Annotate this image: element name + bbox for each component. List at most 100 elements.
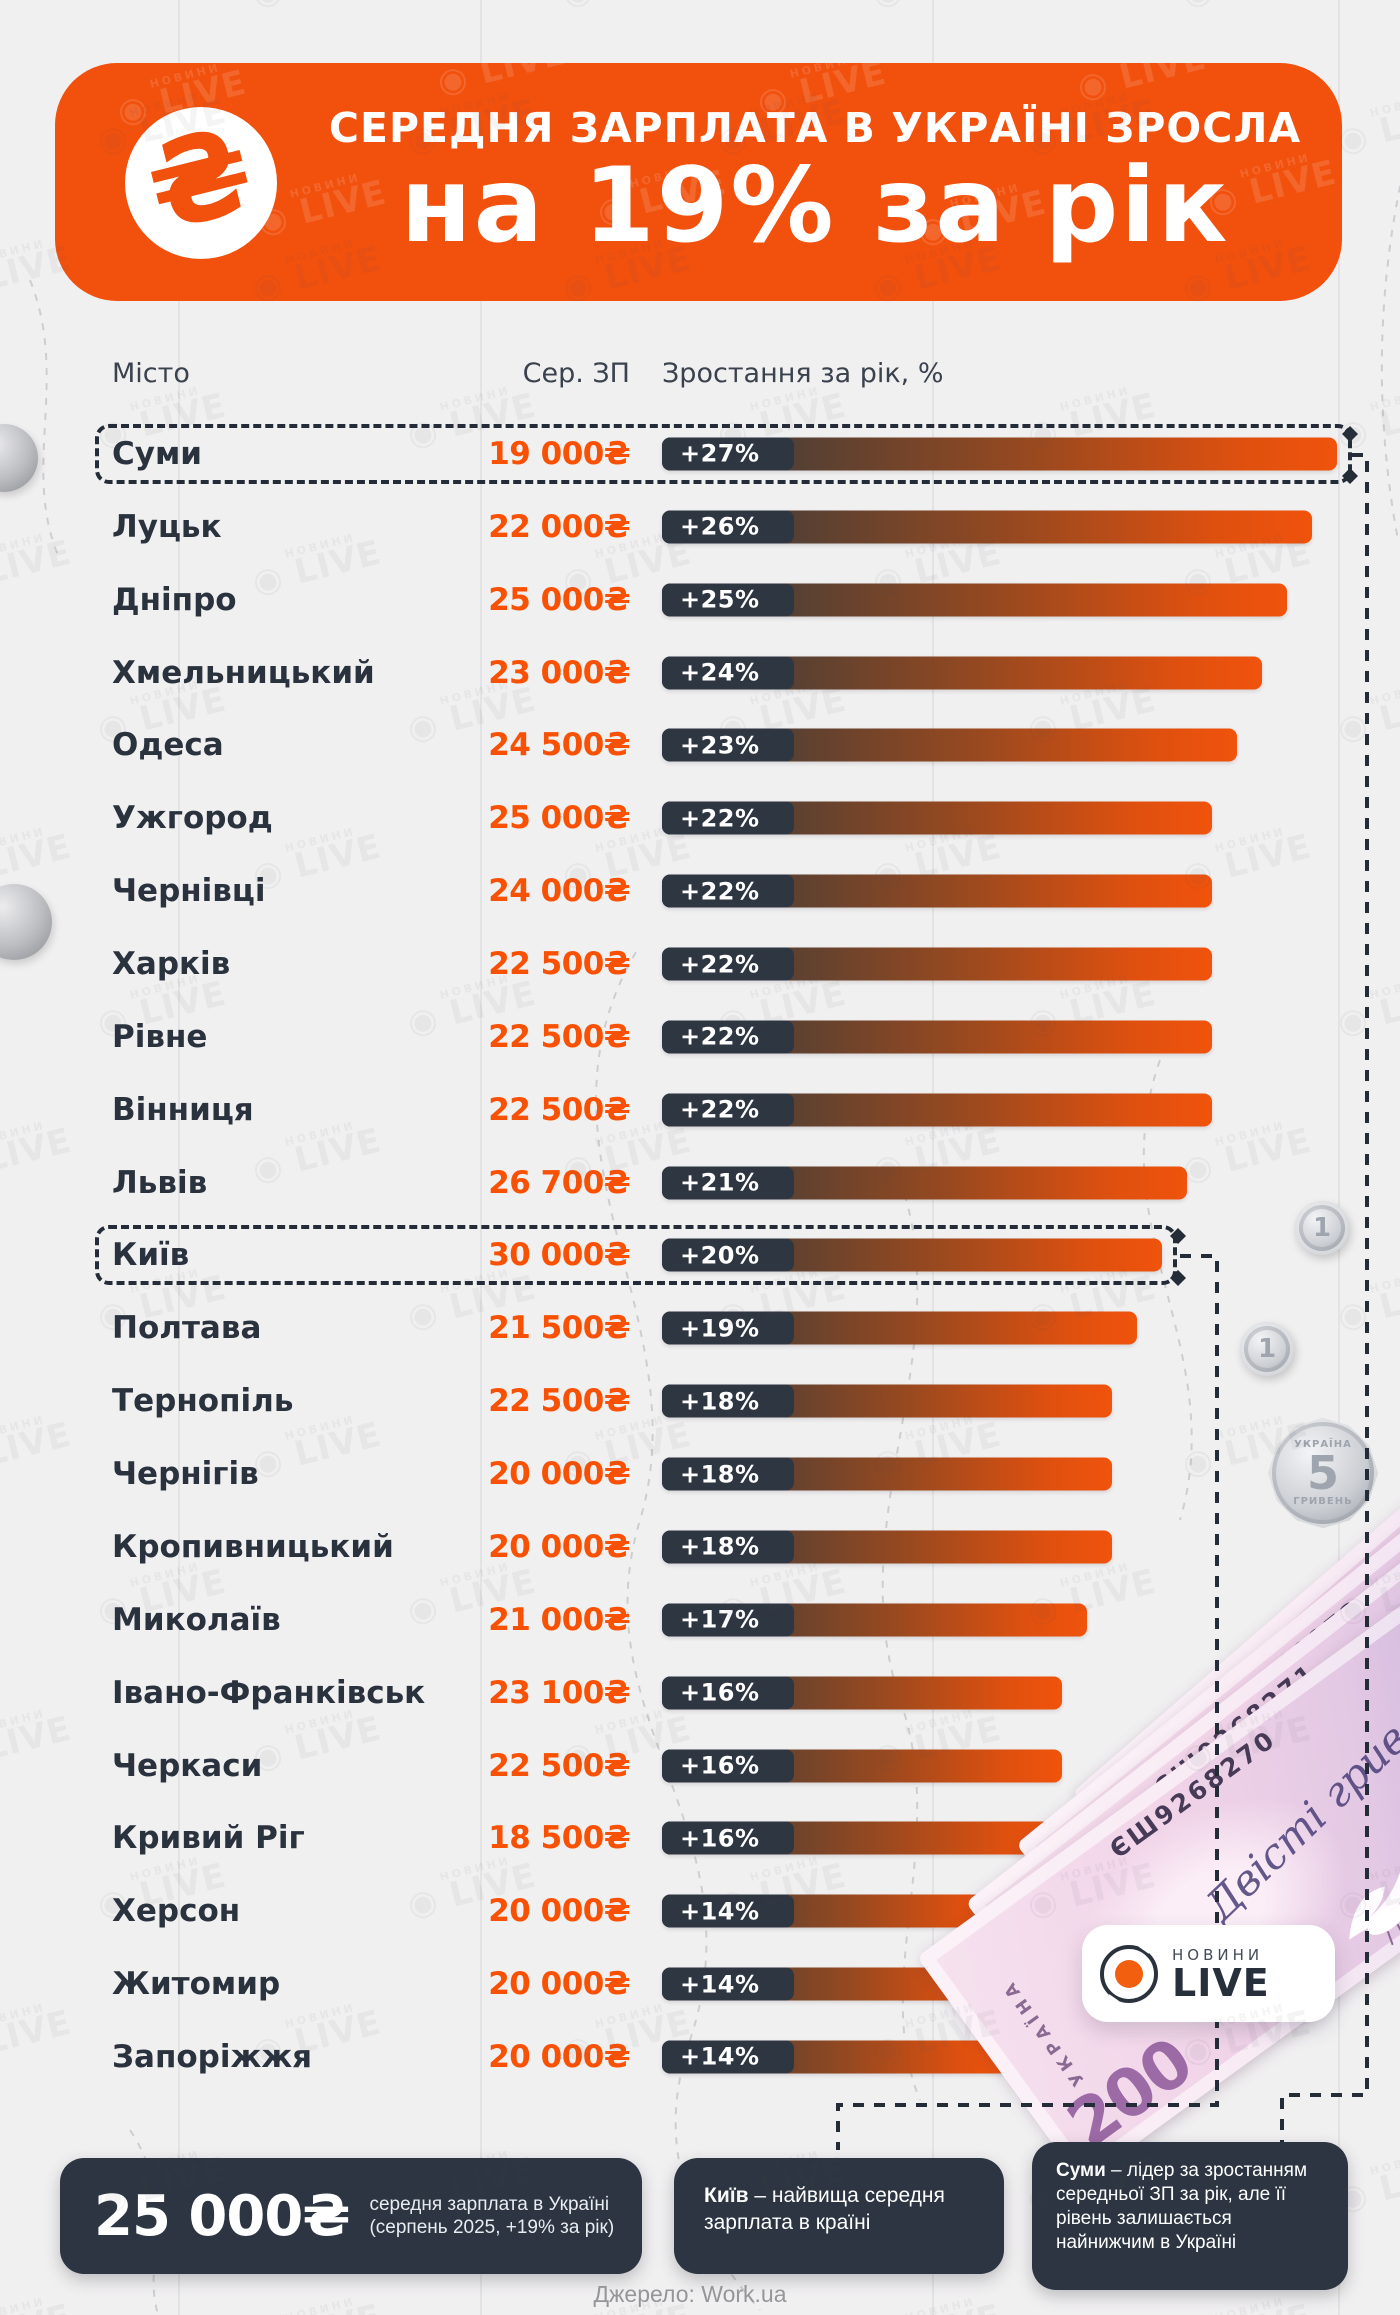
city-label: Вінниця [112, 1091, 254, 1128]
city-label: Миколаїв [112, 1601, 281, 1638]
table-row: Дніпро 25 000₴ +25% [0, 563, 1400, 636]
growth-bar: +27% [662, 437, 1337, 471]
growth-percent-label: +14% [662, 1894, 794, 1928]
growth-percent-label: +17% [662, 1603, 794, 1637]
growth-bar: +26% [662, 510, 1312, 544]
kyiv-note-box: Київ – найвища середня зарплата в країні [674, 2158, 1004, 2274]
salary-value: 26 700₴ [488, 1164, 630, 1201]
growth-percent-label: +21% [662, 1166, 794, 1200]
hryvnia-circle-icon: ₴ [125, 100, 277, 259]
salary-value: 20 000₴ [488, 2038, 630, 2075]
table-row: Ужгород 25 000₴ +22% [0, 782, 1400, 855]
logo-ring-icon [1100, 1939, 1158, 2008]
table-row: Кривий Ріг 18 500₴ +16% [0, 1802, 1400, 1875]
growth-percent-label: +26% [662, 510, 794, 544]
growth-bar: +19% [662, 1311, 1137, 1345]
city-label: Хмельницький [112, 654, 375, 691]
table-row: Одеса 24 500₴ +23% [0, 709, 1400, 782]
salary-value: 23 100₴ [488, 1674, 630, 1711]
growth-percent-label: +22% [662, 801, 794, 835]
city-label: Житомир [112, 1966, 281, 2003]
growth-bar: +16% [662, 1821, 1062, 1855]
growth-percent-label: +14% [662, 2040, 794, 2074]
growth-bar: +22% [662, 1093, 1212, 1127]
column-header-city: Місто [112, 358, 190, 389]
table-row: Харків 22 500₴ +22% [0, 928, 1400, 1001]
banner-title-line2: на 19% за рік [400, 145, 1230, 266]
salary-value: 19 000₴ [488, 435, 630, 472]
table-row: Миколаїв 21 000₴ +17% [0, 1583, 1400, 1656]
salary-value: 25 000₴ [488, 800, 630, 837]
growth-bar: +14% [662, 2040, 1012, 2074]
city-label: Одеса [112, 727, 224, 764]
salary-value: 21 000₴ [488, 1601, 630, 1638]
city-label: Харків [112, 946, 231, 983]
growth-percent-label: +22% [662, 1093, 794, 1127]
city-label: Кропивницький [112, 1528, 394, 1565]
coin-currency-word: ГРИВЕНЬ [1293, 1496, 1353, 1507]
growth-bar: +21% [662, 1166, 1187, 1200]
sumy-note-bold: Суми [1056, 2160, 1106, 2181]
banner-text: СЕРЕДНЯ ЗАРПЛАТА В УКРАЇНІ ЗРОСЛА на 19%… [310, 63, 1320, 301]
growth-bar: +18% [662, 1384, 1112, 1418]
growth-bar: +22% [662, 801, 1212, 835]
growth-bar: +22% [662, 947, 1212, 981]
logo-name-bottom: LIVE [1172, 1960, 1270, 2005]
growth-percent-label: +20% [662, 1238, 794, 1272]
table-row: Тернопіль 22 500₴ +18% [0, 1365, 1400, 1438]
table-row: Запоріжжя 20 000₴ +14% [0, 2021, 1400, 2094]
salary-value: 22 500₴ [488, 1018, 630, 1055]
salary-value: 20 000₴ [488, 1893, 630, 1930]
average-salary-value: 25 000₴ [94, 2183, 350, 2249]
city-label: Івано-Франківськ [112, 1674, 426, 1711]
growth-bar: +23% [662, 728, 1237, 762]
growth-bar: +18% [662, 1457, 1112, 1491]
growth-percent-label: +18% [662, 1384, 794, 1418]
city-label: Суми [112, 435, 203, 472]
salary-value: 22 500₴ [488, 1747, 630, 1784]
table-row: Вінниця 22 500₴ +22% [0, 1073, 1400, 1146]
coin-value: 5 [1306, 1446, 1339, 1500]
table-row: Луцьк 22 000₴ +26% [0, 490, 1400, 563]
city-label: Черкаси [112, 1747, 263, 1784]
table-row: Полтава 21 500₴ +19% [0, 1292, 1400, 1365]
growth-percent-label: +27% [662, 437, 794, 471]
table-row: Хмельницький 23 000₴ +24% [0, 636, 1400, 709]
growth-percent-label: +14% [662, 1967, 794, 2001]
growth-percent-label: +18% [662, 1530, 794, 1564]
growth-bar: +17% [662, 1603, 1087, 1637]
city-label: Кривий Ріг [112, 1820, 305, 1857]
growth-percent-label: +18% [662, 1457, 794, 1491]
growth-percent-label: +16% [662, 1676, 794, 1710]
growth-bar: +18% [662, 1530, 1112, 1564]
growth-bar: +20% [662, 1238, 1162, 1272]
fold-line [480, 0, 482, 2315]
salary-value: 20 000₴ [488, 1966, 630, 2003]
city-label: Дніпро [112, 581, 237, 618]
city-label: Чернівці [112, 873, 266, 910]
city-label: Луцьк [112, 508, 222, 545]
table-row: Чернігів 20 000₴ +18% [0, 1438, 1400, 1511]
growth-bar: +22% [662, 874, 1212, 908]
salary-value: 22 500₴ [488, 1383, 630, 1420]
table-row: Рівне 22 500₴ +22% [0, 1000, 1400, 1073]
salary-value: 22 500₴ [488, 946, 630, 983]
novyny-live-logo: НОВИНИ LIVE [1082, 1925, 1335, 2022]
logo-text: НОВИНИ LIVE [1172, 1946, 1270, 2002]
city-label: Чернігів [112, 1456, 259, 1493]
table-row: Львів 26 700₴ +21% [0, 1146, 1400, 1219]
sumy-note-box: Суми – лідер за зростанням середньої ЗП … [1032, 2142, 1348, 2290]
city-label: Запоріжжя [112, 2038, 313, 2075]
coin-1-hryvnia: 1 [1240, 1322, 1294, 1376]
growth-percent-label: +22% [662, 874, 794, 908]
city-label: Тернопіль [112, 1383, 294, 1420]
salary-value: 18 500₴ [488, 1820, 630, 1857]
salary-value: 24 000₴ [488, 873, 630, 910]
city-label: Полтава [112, 1310, 262, 1347]
salary-value: 20 000₴ [488, 1528, 630, 1565]
fold-line [178, 0, 180, 2315]
salary-value: 30 000₴ [488, 1237, 630, 1274]
growth-percent-label: +16% [662, 1821, 794, 1855]
coin-value: 1 [1312, 1213, 1332, 1243]
city-label: Київ [112, 1237, 190, 1274]
